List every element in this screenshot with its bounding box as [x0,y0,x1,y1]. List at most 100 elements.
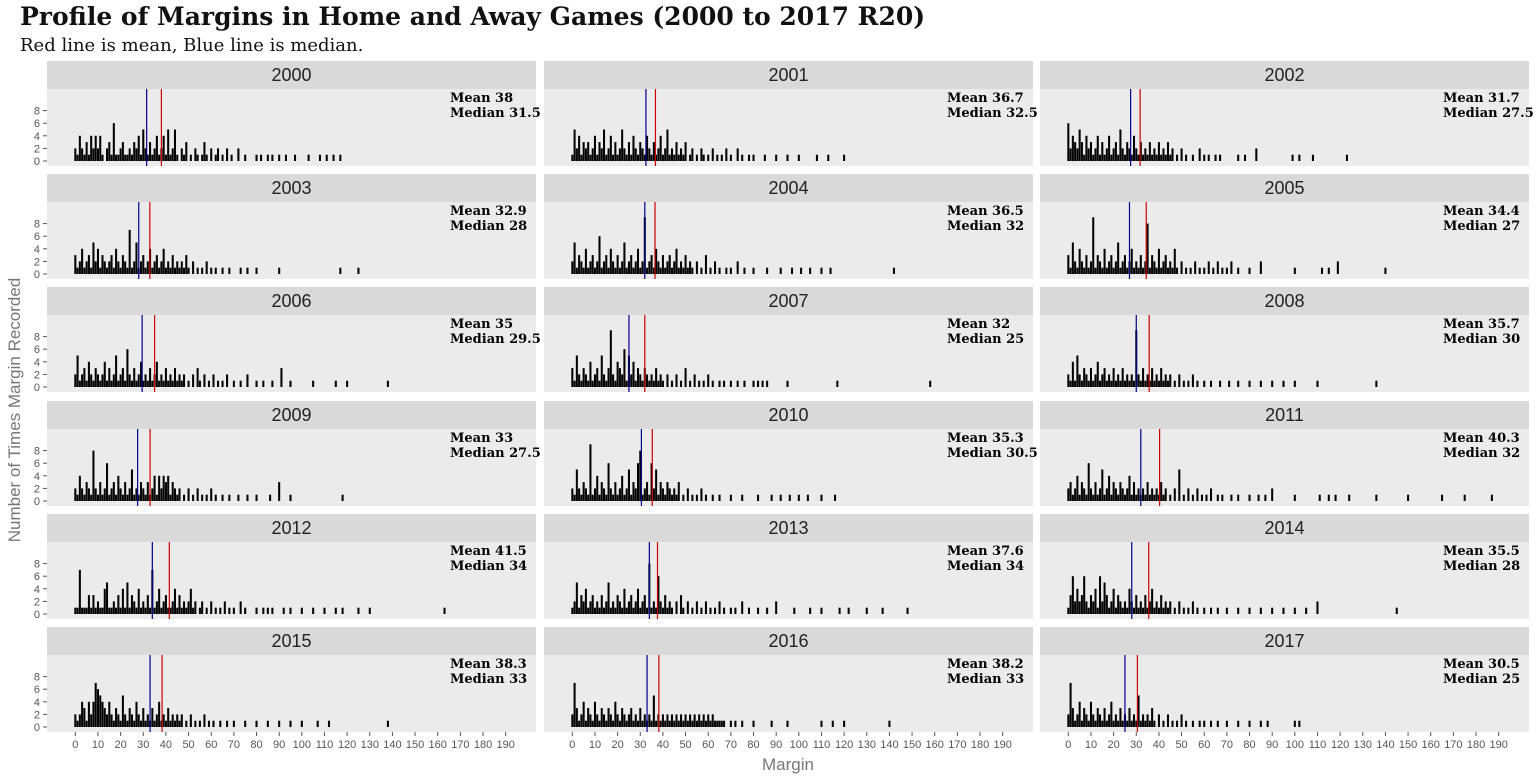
histogram-bar [700,267,703,274]
histogram-bar [103,488,106,501]
histogram-bar [650,607,653,614]
histogram-bar [1162,494,1165,501]
histogram-bar [96,689,99,727]
histogram-bar [94,488,97,501]
panel-background [1040,89,1529,166]
histogram-bar [584,148,587,161]
histogram-bar [666,261,669,274]
median-annotation: Median 28 [450,219,527,234]
histogram-bar [1083,368,1086,387]
histogram-bar [693,714,696,727]
median-annotation: Median 32.5 [947,106,1038,121]
panel-strip-label: 2017 [1264,631,1304,651]
x-tick-label: 100 [790,739,808,751]
histogram-bar [139,261,143,274]
x-tick-label: 30 [137,739,149,751]
histogram-bar [670,714,674,727]
histogram-bar [575,582,578,614]
histogram-bar [1164,601,1167,614]
histogram-bar [171,380,174,387]
histogram-bar [142,708,145,727]
histogram-bar [641,148,644,161]
histogram-bar [92,450,95,501]
histogram-bar [625,720,628,727]
histogram-bar [1135,595,1138,614]
histogram-bar [1151,154,1154,161]
histogram-bar [1142,267,1145,274]
histogram-bar [650,720,653,727]
histogram-bar [192,261,195,274]
histogram-bar [698,380,701,387]
histogram-bar [173,720,177,727]
median-annotation: Median 33 [947,672,1024,687]
histogram-bar [121,255,124,274]
histogram-bar [1196,488,1199,501]
histogram-bar [139,361,143,387]
histogram-bar [623,242,626,274]
histogram-bar [648,714,651,727]
histogram-bar [797,154,800,161]
histogram-bar [641,261,644,274]
histogram-bar [1180,148,1183,161]
histogram-bar [584,248,587,274]
histogram-bar [1137,154,1140,161]
histogram-bar [741,601,744,614]
x-tick-label: 120 [1331,739,1349,751]
histogram-bar [1305,607,1308,614]
histogram-bar [675,248,678,274]
histogram-bar [327,720,331,727]
histogram-bar [591,595,594,614]
histogram-bar [673,154,676,161]
histogram-bar [573,601,576,614]
histogram-bar [1293,607,1296,614]
histogram-bar [81,488,84,501]
histogram-bar [155,135,158,161]
histogram-bar [591,720,594,727]
histogram-bar [736,261,739,274]
histogram-bar [618,601,621,614]
histogram-bar [714,261,717,274]
histogram-bar [128,708,131,727]
histogram-bar [718,494,721,501]
histogram-bar [196,267,199,274]
histogram-bar [124,714,127,727]
histogram-bar [110,255,113,274]
y-tick-label: 6 [34,458,40,470]
histogram-bar [605,380,608,387]
histogram-bar [289,607,292,614]
histogram-bar [1099,261,1102,274]
histogram-bar [83,494,86,501]
histogram-bar [160,488,163,501]
histogram-bar [591,148,594,161]
histogram-bar [686,601,689,614]
histogram-bar [81,607,84,614]
histogram-bar [714,720,717,727]
histogram-bar [668,720,671,727]
histogram-bar [232,607,235,614]
histogram-bar [650,463,653,501]
histogram-bar [1148,380,1151,387]
histogram-bar [1164,488,1167,501]
x-tick-label: 40 [1153,739,1165,751]
y-tick-label: 0 [34,609,40,621]
histogram-bar [655,248,658,274]
histogram-bar [108,701,111,727]
histogram-bar [81,148,84,161]
histogram-bar [668,255,671,274]
x-tick-label: 180 [1467,739,1485,751]
histogram-bar [1092,494,1095,501]
histogram-bar [612,601,615,614]
histogram-bar [618,368,621,387]
histogram-bar [659,601,662,614]
histogram-bar [1151,488,1154,501]
histogram-bar [652,695,655,727]
x-tick-label: 150 [1399,739,1417,751]
histogram-bar [1112,148,1115,161]
histogram-bar [1123,601,1126,614]
histogram-bar [1101,601,1104,614]
histogram-bar [657,148,660,161]
histogram-bar [92,380,95,387]
histogram-bar [1123,154,1126,161]
histogram-bar [1334,494,1337,501]
histogram-bar [1266,720,1269,727]
